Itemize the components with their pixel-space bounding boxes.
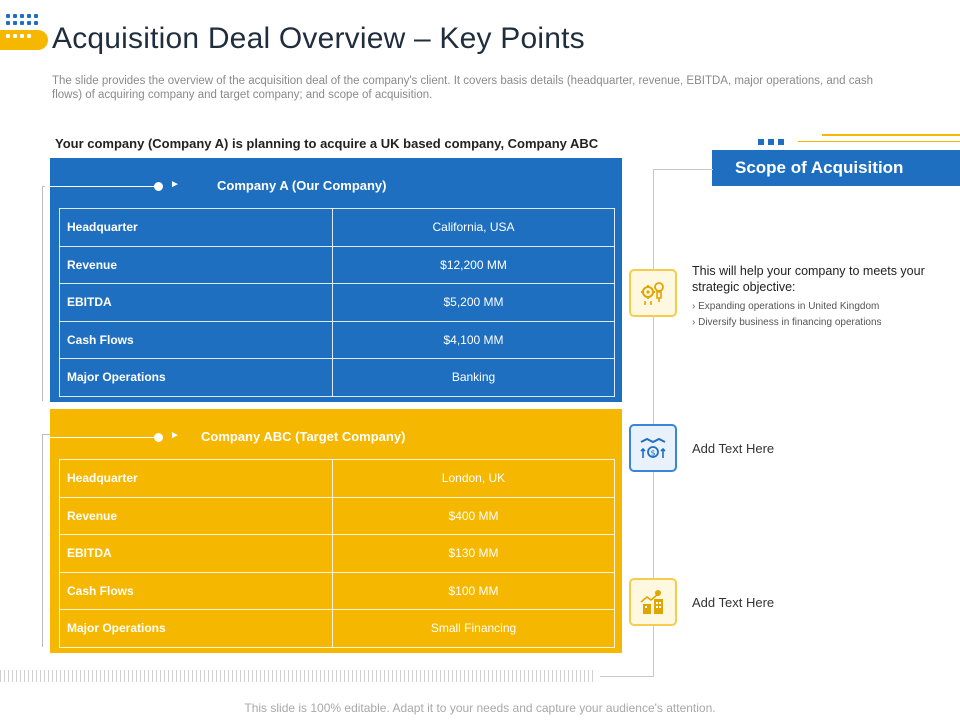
table-row: Major Operations Small Financing <box>59 609 615 648</box>
list-item: Expanding operations in United Kingdom <box>692 299 952 315</box>
row-value: $130 MM <box>332 534 615 573</box>
row-value: $5,200 MM <box>332 283 615 322</box>
row-label: Major Operations <box>59 358 333 397</box>
row-label: Revenue <box>59 496 333 535</box>
row-label: EBITDA <box>59 534 333 573</box>
scope-item-3: Add Text Here <box>692 595 775 610</box>
decor-line <box>822 134 960 136</box>
table-row: Major Operations Banking <box>59 358 615 397</box>
objective-list: Expanding operations in United Kingdom D… <box>692 299 952 331</box>
row-value: London, UK <box>332 459 615 498</box>
row-label: EBITDA <box>59 283 333 322</box>
page-title: Acquisition Deal Overview – Key Points <box>52 22 585 55</box>
growth-buildings-icon <box>629 578 677 626</box>
panel-outline-yellow <box>42 434 51 647</box>
row-label: Headquarter <box>59 208 333 247</box>
connector-arrow-icon: ► <box>170 179 180 190</box>
timeline-line <box>600 676 654 677</box>
row-value: Small Financing <box>332 609 615 648</box>
connector-dot <box>154 433 163 442</box>
decor-dots <box>758 139 788 145</box>
footer-note: This slide is 100% editable. Adapt it to… <box>244 701 716 715</box>
logo-accent-bar <box>0 30 48 50</box>
list-item: Diversify business in financing operatio… <box>692 315 952 331</box>
row-value: $12,200 MM <box>332 245 615 284</box>
table-row: Cash Flows $4,100 MM <box>59 320 615 359</box>
decor-hatch <box>0 670 594 682</box>
table-row: Revenue $400 MM <box>59 496 615 535</box>
timeline-line <box>653 169 713 170</box>
row-label: Revenue <box>59 245 333 284</box>
handshake-money-icon: $ <box>629 424 677 472</box>
row-value: California, USA <box>332 208 615 247</box>
svg-text:$: $ <box>650 449 655 458</box>
logo-dots-icon <box>6 14 40 40</box>
company-a-panel: ► Company A (Our Company) Headquarter Cal… <box>45 158 622 402</box>
scope-heading: Scope of Acquisition <box>712 150 960 186</box>
table-row: Headquarter London, UK <box>59 459 615 498</box>
row-label: Major Operations <box>59 609 333 648</box>
company-a-heading: Company A (Our Company) <box>217 178 387 193</box>
table-row: Cash Flows $100 MM <box>59 571 615 610</box>
intro-statement: Your company (Company A) is planning to … <box>55 136 599 151</box>
timeline-line <box>653 169 654 676</box>
connector-line <box>45 437 155 438</box>
idea-gear-icon <box>629 269 677 317</box>
row-value: $4,100 MM <box>332 320 615 359</box>
company-abc-table: Headquarter London, UK Revenue $400 MM EBI… <box>59 459 615 648</box>
table-row: Revenue $12,200 MM <box>59 245 615 284</box>
row-value: $100 MM <box>332 571 615 610</box>
connector-dot <box>154 182 163 191</box>
company-abc-panel: ► Company ABC (Target Company) Headquart… <box>45 409 622 653</box>
connector-arrow-icon: ► <box>170 430 180 441</box>
row-label: Headquarter <box>59 459 333 498</box>
row-label: Cash Flows <box>59 571 333 610</box>
page-subtitle: The slide provides the overview of the a… <box>52 75 874 101</box>
objective-heading: This will help your company to meets you… <box>692 264 925 294</box>
connector-line <box>45 186 155 187</box>
table-row: EBITDA $5,200 MM <box>59 283 615 322</box>
row-value: Banking <box>332 358 615 397</box>
company-abc-heading: Company ABC (Target Company) <box>201 429 406 444</box>
row-value: $400 MM <box>332 496 615 535</box>
decor-line <box>798 141 960 142</box>
table-row: Headquarter California, USA <box>59 208 615 247</box>
table-row: EBITDA $130 MM <box>59 534 615 573</box>
row-label: Cash Flows <box>59 320 333 359</box>
company-a-table: Headquarter California, USA Revenue $12,20… <box>59 208 615 397</box>
scope-item-2: Add Text Here <box>692 441 775 456</box>
